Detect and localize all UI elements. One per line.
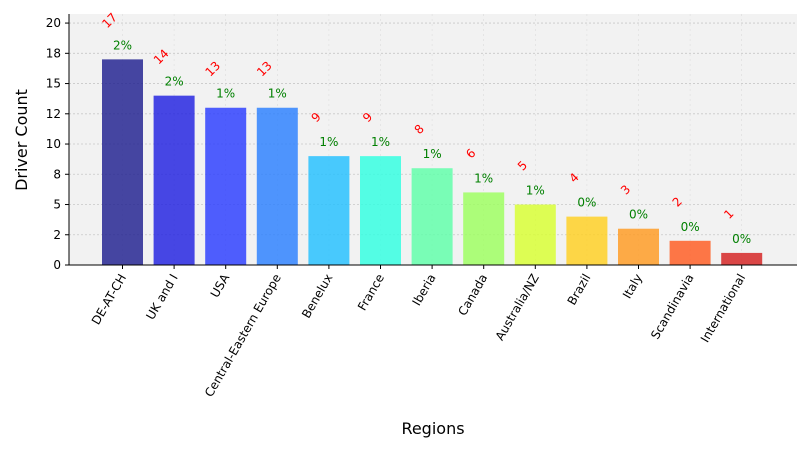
- percent-label: 1%: [216, 87, 235, 101]
- y-tick-label: 5: [53, 198, 61, 212]
- x-axis-title: Regions: [401, 419, 464, 438]
- percent-label: 1%: [268, 87, 287, 101]
- x-tick-label: Brazil: [565, 272, 594, 308]
- percent-label: 0%: [681, 220, 700, 234]
- y-ticks: 0 2 5 8 10 12 15 18 20: [46, 16, 69, 272]
- axes: [68, 14, 797, 266]
- bar: [102, 59, 143, 265]
- x-tick-label: UK and I: [143, 272, 180, 323]
- percent-label: 1%: [423, 147, 442, 161]
- bar: [360, 156, 401, 265]
- bar: [153, 95, 195, 265]
- y-tick-label: 12: [46, 107, 61, 121]
- percent-labels: 2% 2% 1% 1% 1% 1% 1% 1% 1% 0% 0% 0% 0%: [113, 38, 751, 246]
- bars: [102, 59, 763, 266]
- bar: [514, 204, 556, 265]
- bar: [618, 228, 659, 265]
- percent-label: 1%: [526, 184, 545, 198]
- y-tick-label: 20: [46, 16, 61, 30]
- percent-label: 0%: [732, 232, 751, 246]
- percent-label: 1%: [319, 135, 338, 149]
- percent-label: 0%: [629, 208, 648, 222]
- x-tick-label: France: [355, 272, 387, 314]
- bar: [411, 168, 453, 265]
- y-tick-label: 2: [53, 228, 61, 242]
- x-tick-label: Australia/NZ: [493, 272, 542, 343]
- x-tick-label: USA: [208, 271, 233, 300]
- y-tick-label: 15: [46, 77, 61, 91]
- percent-label: 2%: [113, 38, 132, 52]
- x-tick-label: Italy: [620, 272, 645, 302]
- x-tick-label: Scandinavia: [648, 272, 697, 342]
- bar: [308, 156, 350, 265]
- bar: [721, 252, 763, 265]
- percent-label: 0%: [577, 196, 596, 210]
- x-tick-label: Benelux: [299, 272, 335, 321]
- y-axis-title: Driver Count: [12, 89, 31, 191]
- bar: [205, 107, 247, 266]
- bar: [566, 216, 608, 265]
- x-tick-label: International: [698, 272, 748, 345]
- y-tick-label: 10: [46, 137, 61, 151]
- x-tick-label: DE-AT-CH: [89, 272, 129, 328]
- y-tick-label: 8: [53, 167, 61, 181]
- x-tick-label: Iberia: [409, 272, 438, 309]
- bar: [669, 240, 711, 265]
- percent-label: 1%: [371, 135, 390, 149]
- y-tick-label: 18: [46, 46, 61, 60]
- y-tick-label: 0: [53, 258, 61, 272]
- percent-label: 1%: [474, 171, 493, 185]
- percent-label: 2%: [165, 75, 184, 89]
- bar: [463, 192, 505, 265]
- x-tick-label: Canada: [455, 272, 490, 319]
- bar: [256, 107, 298, 266]
